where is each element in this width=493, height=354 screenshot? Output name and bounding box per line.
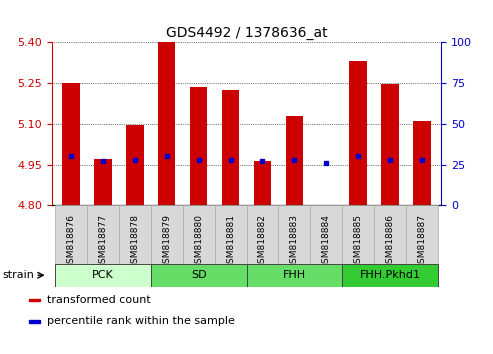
Bar xyxy=(222,90,239,205)
Bar xyxy=(126,125,143,205)
Text: GSM818880: GSM818880 xyxy=(194,214,203,269)
Bar xyxy=(119,205,151,264)
Bar xyxy=(214,205,246,264)
Text: FHH: FHH xyxy=(283,270,306,280)
Bar xyxy=(94,159,111,205)
Text: GSM818879: GSM818879 xyxy=(162,214,171,269)
Bar xyxy=(246,205,279,264)
Bar xyxy=(311,205,342,264)
Bar xyxy=(350,62,367,205)
Text: GSM818883: GSM818883 xyxy=(290,214,299,269)
Bar xyxy=(246,264,342,287)
Text: GSM818886: GSM818886 xyxy=(386,214,395,269)
Bar xyxy=(182,205,214,264)
Text: SD: SD xyxy=(191,270,207,280)
Text: transformed count: transformed count xyxy=(47,295,150,305)
Bar xyxy=(151,205,182,264)
Bar xyxy=(29,299,40,301)
Text: GSM818878: GSM818878 xyxy=(130,214,139,269)
Text: percentile rank within the sample: percentile rank within the sample xyxy=(47,316,235,326)
Text: FHH.Pkhd1: FHH.Pkhd1 xyxy=(360,270,421,280)
Bar xyxy=(285,116,303,205)
Text: GSM818887: GSM818887 xyxy=(418,214,426,269)
Bar xyxy=(374,205,406,264)
Text: GSM818876: GSM818876 xyxy=(67,214,75,269)
Title: GDS4492 / 1378636_at: GDS4492 / 1378636_at xyxy=(166,26,327,40)
Bar xyxy=(342,205,374,264)
Bar xyxy=(158,42,176,205)
Bar xyxy=(29,320,40,322)
Bar xyxy=(406,205,438,264)
Bar xyxy=(254,161,271,205)
Text: GSM818877: GSM818877 xyxy=(98,214,107,269)
Bar xyxy=(342,264,438,287)
Bar xyxy=(382,84,399,205)
Text: GSM818882: GSM818882 xyxy=(258,214,267,269)
Bar xyxy=(62,83,80,205)
Bar xyxy=(87,205,119,264)
Bar xyxy=(55,264,151,287)
Text: strain: strain xyxy=(2,270,35,280)
Text: GSM818885: GSM818885 xyxy=(354,214,363,269)
Bar xyxy=(279,205,311,264)
Bar xyxy=(151,264,246,287)
Bar xyxy=(190,87,208,205)
Text: GSM818884: GSM818884 xyxy=(322,214,331,269)
Text: PCK: PCK xyxy=(92,270,114,280)
Bar xyxy=(55,205,87,264)
Bar xyxy=(413,121,431,205)
Text: GSM818881: GSM818881 xyxy=(226,214,235,269)
